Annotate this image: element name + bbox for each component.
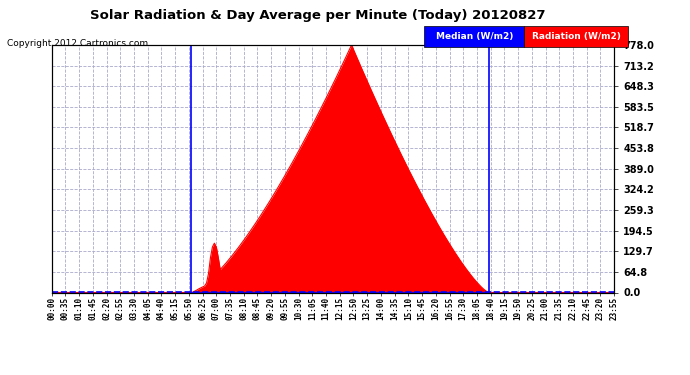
Text: Median (W/m2): Median (W/m2) [435,32,513,41]
Text: Copyright 2012 Cartronics.com: Copyright 2012 Cartronics.com [7,39,148,48]
Text: Radiation (W/m2): Radiation (W/m2) [532,32,620,41]
Bar [191,45,489,292]
Text: Solar Radiation & Day Average per Minute (Today) 20120827: Solar Radiation & Day Average per Minute… [90,9,545,22]
